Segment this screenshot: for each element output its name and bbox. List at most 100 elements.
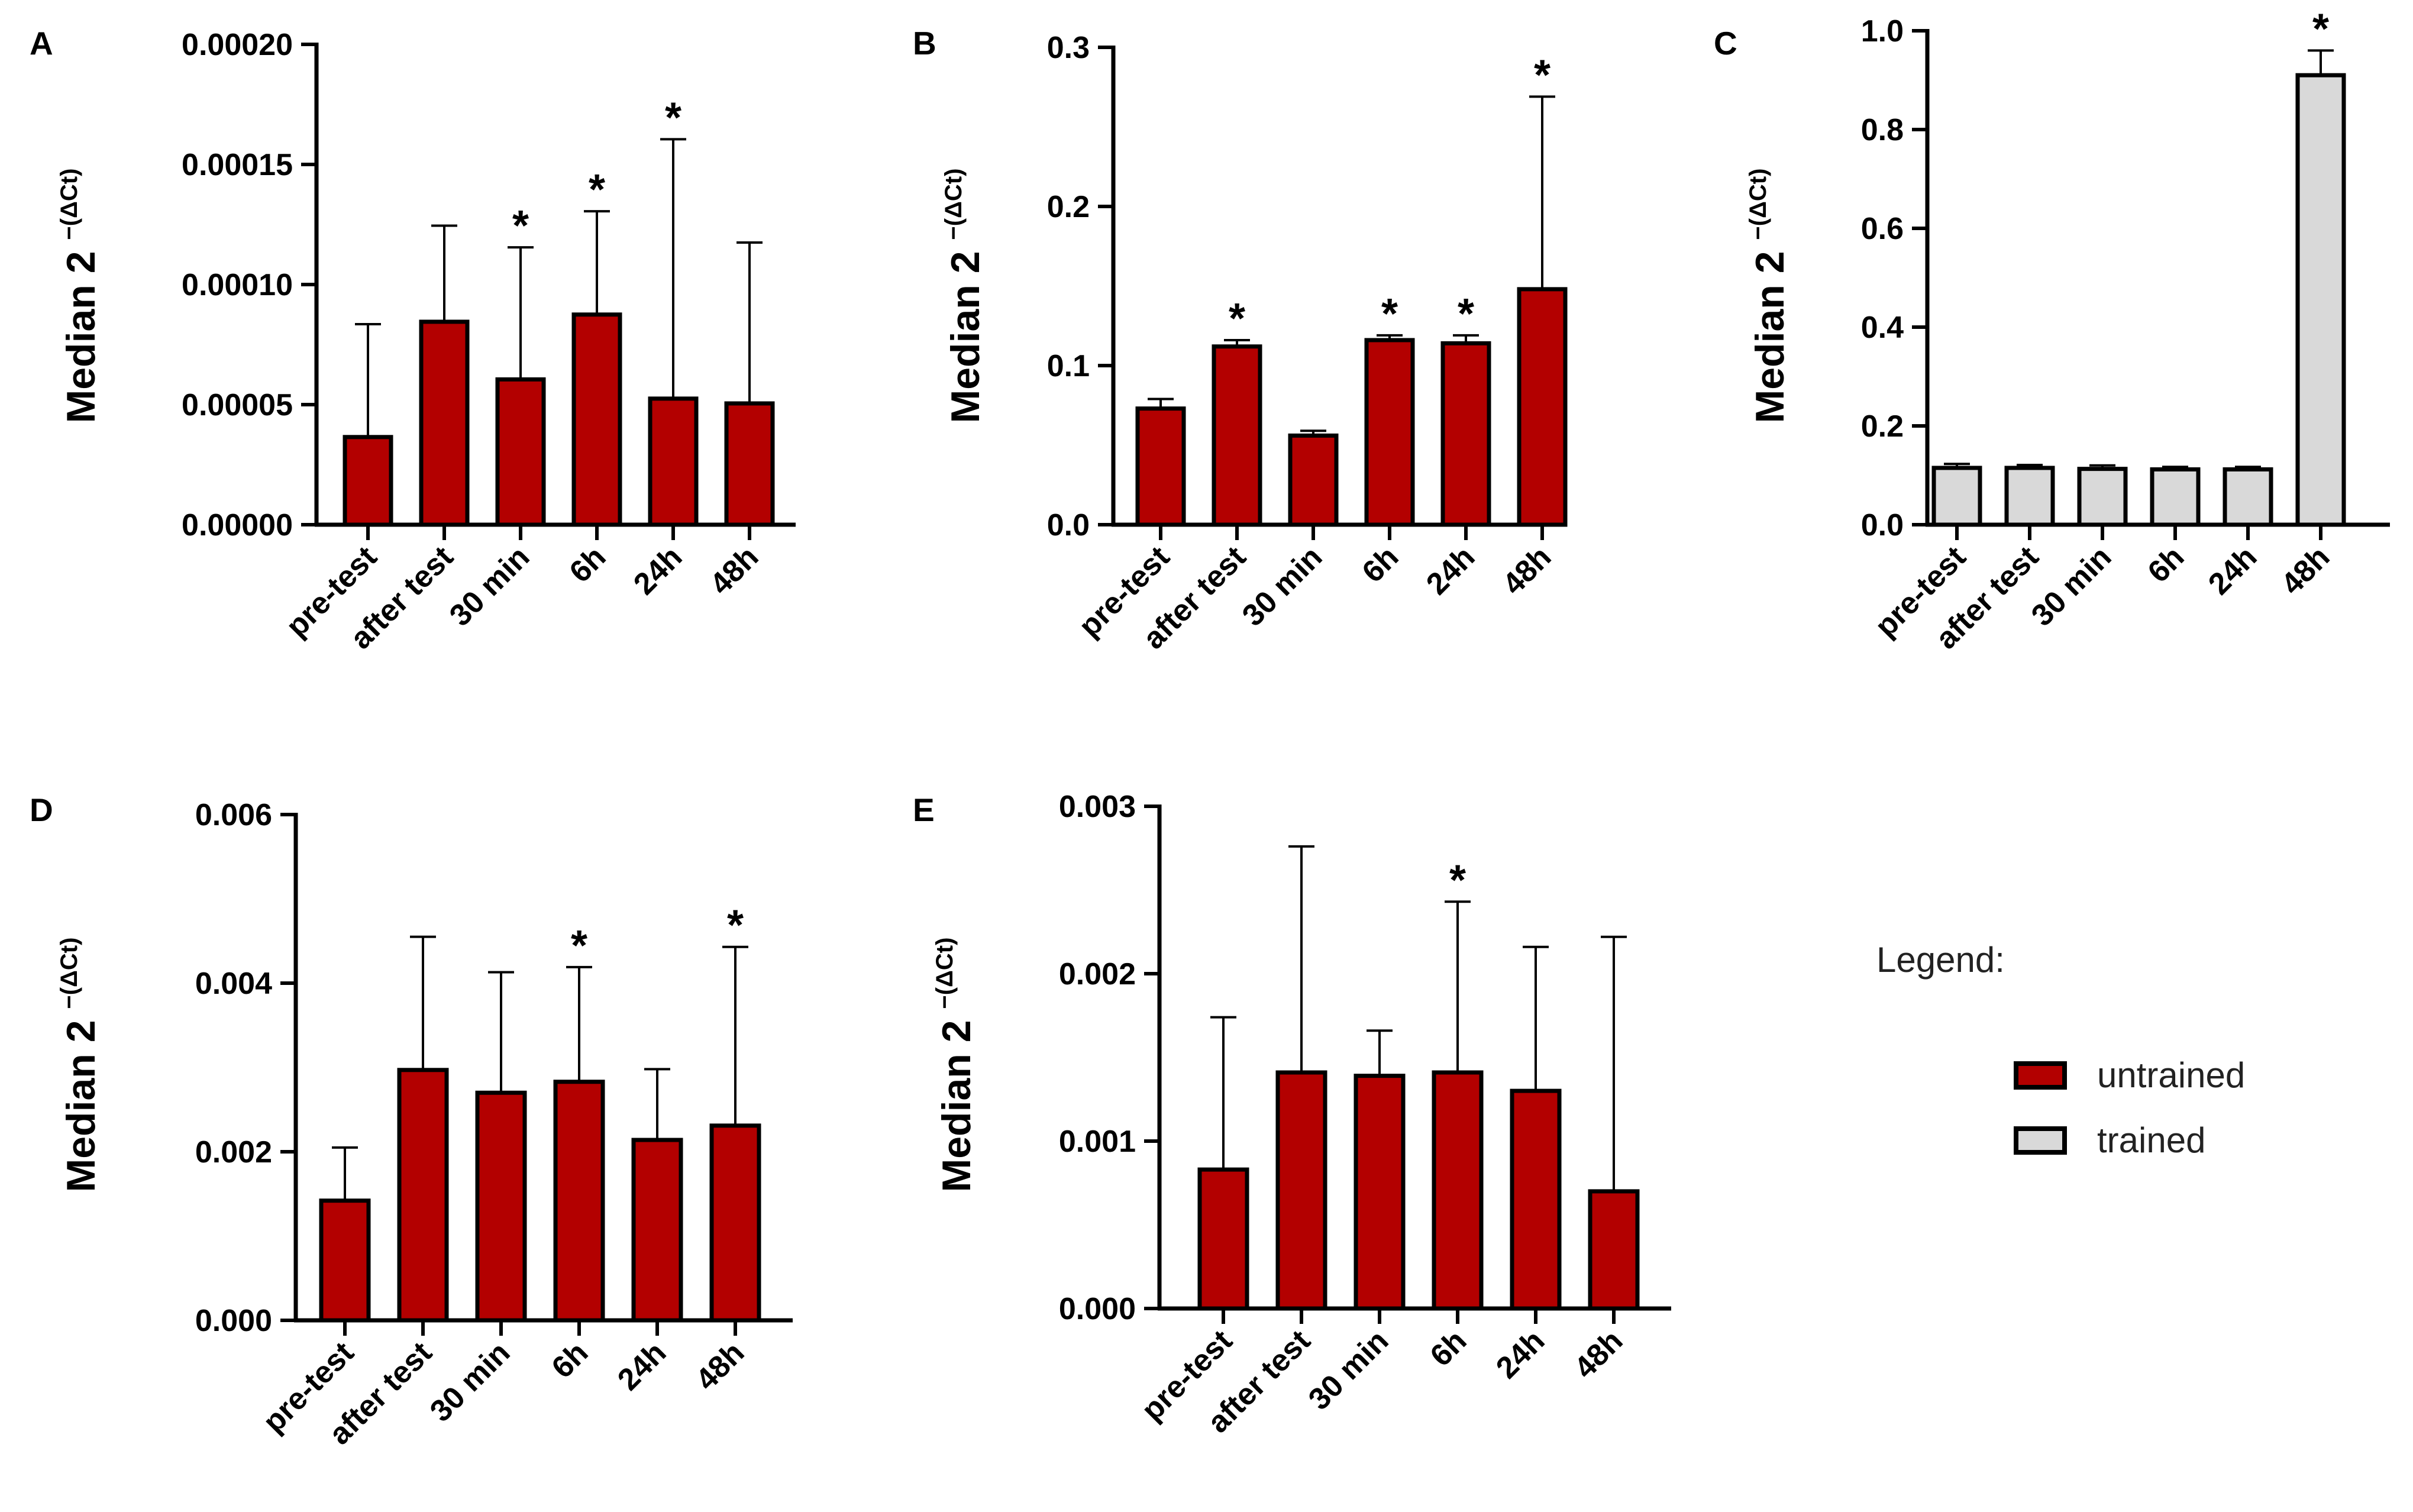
panel-d-bar (319, 1198, 371, 1323)
panel-d-y-tick-label: 0.006 (195, 798, 272, 832)
panel-e-y-tick-label: 0.003 (1059, 790, 1136, 824)
panel-b-x-tick-label: 6h (1356, 539, 1406, 589)
panel-a-y-tick-label: 0.00020 (182, 28, 293, 62)
panel-b-bar (1517, 287, 1568, 527)
panel-d-y-tick-label: 0.000 (195, 1304, 272, 1338)
panel-a-significance-star: * (512, 202, 529, 250)
panel-b-significance-star: * (1229, 295, 1245, 343)
panel-b-x-tick-label: 30 min (1236, 539, 1329, 632)
panel-b-x-tick-label: 48h (1496, 539, 1558, 601)
panel-e-y-tick-label: 0.001 (1059, 1125, 1136, 1159)
panel-c-y-tick-label: 0.4 (1861, 311, 1904, 345)
panel-d-y-axis-label: Median 2 −(ΔCt) (56, 938, 104, 1193)
panel-c-y-tick-label: 0.2 (1861, 409, 1904, 444)
panel-c-x-tick-label: 6h (2141, 539, 2191, 589)
panel-b-x-tick-label: 24h (1420, 539, 1481, 601)
panel-d-bar (475, 1090, 527, 1323)
panel-e-bar (1510, 1088, 1562, 1311)
legend-swatch-untrained (2014, 1061, 2067, 1090)
panel-a-bar (724, 401, 775, 527)
panel-e-bar (1432, 1070, 1484, 1311)
panel-c-y-axis-label-main: Median 2 (1747, 240, 1792, 424)
legend: Legend: untrained trained (1876, 940, 2245, 1160)
panel-e-bar (1588, 1189, 1640, 1311)
panel-c-y-tick-label: 0.8 (1861, 113, 1904, 147)
panel-c-y-axis-label: Median 2 −(ΔCt) (1745, 169, 1792, 424)
panel-c-bar (2295, 73, 2346, 527)
panel-b-letter: B (913, 25, 936, 62)
panel-a-letter: A (30, 25, 53, 62)
panel-c-significance-star: * (2312, 5, 2329, 53)
panel-d-x-tick-label: 6h (545, 1335, 595, 1385)
panel-d-bar (553, 1080, 605, 1323)
panel-b-y-axis-label-main: Median 2 (943, 240, 988, 424)
legend-swatch-trained (2014, 1126, 2067, 1155)
panel-a-bar (648, 396, 699, 527)
panel-a-y-axis-label-main: Median 2 (59, 240, 104, 424)
panel-b-bar (1212, 344, 1262, 527)
panel-a-y-axis-label-sup: −(ΔCt) (56, 169, 82, 240)
panel-a-y-tick-label: 0.00015 (182, 148, 293, 182)
panel-b-bar (1288, 433, 1339, 527)
panel-d-x-tick-label: 30 min (424, 1335, 516, 1428)
panel-b-significance-star: * (1381, 290, 1398, 338)
panel-b-y-tick-label: 0.0 (1047, 508, 1090, 542)
panel-e-bar (1354, 1074, 1406, 1311)
panel-e-y-tick-label: 0.002 (1059, 957, 1136, 991)
panel-a-bar (495, 377, 546, 527)
panel-d-y-axis-label-main: Median 2 (59, 1009, 104, 1193)
panel-e-bar (1275, 1070, 1327, 1311)
panel-a-bar (571, 312, 622, 527)
panel-d-bar (709, 1123, 761, 1323)
panel-d-letter: D (30, 791, 53, 828)
panel-e-x-tick-label: 6h (1424, 1323, 1474, 1373)
panel-a-significance-star: * (589, 166, 605, 214)
panel-d-significance-star: * (727, 902, 744, 949)
panel-e-x-tick-label: 24h (1490, 1323, 1551, 1385)
panel-c-y-tick-label: 1.0 (1861, 14, 1904, 49)
panel-b-bar (1440, 341, 1491, 527)
panel-b-y-tick-label: 0.1 (1047, 349, 1090, 383)
panel-a-bar (343, 435, 393, 527)
panel-c-letter: C (1714, 25, 1737, 62)
panel-d-y-tick-label: 0.004 (195, 967, 272, 1001)
panel-e-y-axis-label: Median 2 −(ΔCt) (932, 938, 979, 1193)
panel-a-y-tick-label: 0.00010 (182, 268, 293, 302)
panel-a-bar (419, 319, 470, 527)
panel-e-letter: E (913, 791, 935, 828)
panel-e-x-tick-label: 48h (1568, 1323, 1629, 1385)
panel-b-y-tick-label: 0.3 (1047, 31, 1090, 65)
panel-c-x-tick-label: 48h (2275, 539, 2336, 601)
panel-d-bar (397, 1068, 449, 1323)
panel-c-y-tick-label: 0.6 (1861, 212, 1904, 246)
panel-c-bar (1931, 466, 1982, 527)
legend-label-untrained: untrained (2097, 1055, 2245, 1095)
panel-b-significance-star: * (1534, 51, 1550, 99)
panel-d-bar (631, 1138, 683, 1323)
panel-d-significance-star: * (571, 922, 587, 970)
panel-b-significance-star: * (1458, 290, 1474, 338)
panel-b-y-tick-label: 0.2 (1047, 190, 1090, 224)
panel-d-y-axis-label-sup: −(ΔCt) (56, 938, 82, 1009)
panel-d-y-tick-label: 0.002 (195, 1135, 272, 1169)
panel-d-x-tick-label: 24h (611, 1335, 673, 1397)
panel-a-x-tick-label: 30 min (443, 539, 536, 632)
panel-b-y-axis-label-sup: −(ΔCt) (941, 169, 967, 240)
panel-c-bar (2004, 466, 2055, 527)
panel-a-x-tick-label: 6h (563, 539, 613, 589)
panel-b-bar (1364, 338, 1415, 527)
panel-a-x-tick-label: 24h (627, 539, 689, 601)
panel-c-bar (2077, 467, 2128, 527)
panel-e-bar (1197, 1167, 1249, 1311)
legend-label-trained: trained (2097, 1120, 2205, 1160)
panel-b-bar (1135, 406, 1186, 527)
panel-c-y-tick-label: 0.0 (1861, 508, 1904, 542)
legend-title: Legend: (1876, 940, 2005, 980)
